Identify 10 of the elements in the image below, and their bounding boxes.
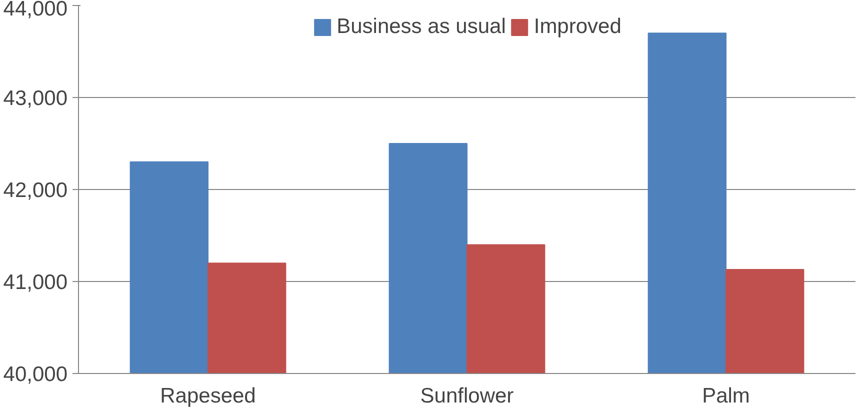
y-tick-label: 44,000 — [3, 0, 68, 20]
y-tick-label: 41,000 — [3, 271, 68, 294]
x-tick-label: Rapeseed — [160, 384, 256, 408]
legend-label: Improved — [534, 15, 622, 39]
y-tick-label: 43,000 — [3, 87, 68, 110]
legend-label: Business as usual — [336, 15, 506, 39]
x-tick-label: Sunflower — [420, 384, 514, 408]
y-tick-label: 40,000 — [3, 363, 68, 386]
y-tick-label: 42,000 — [3, 179, 68, 202]
x-tick-label: Palm — [702, 384, 750, 408]
